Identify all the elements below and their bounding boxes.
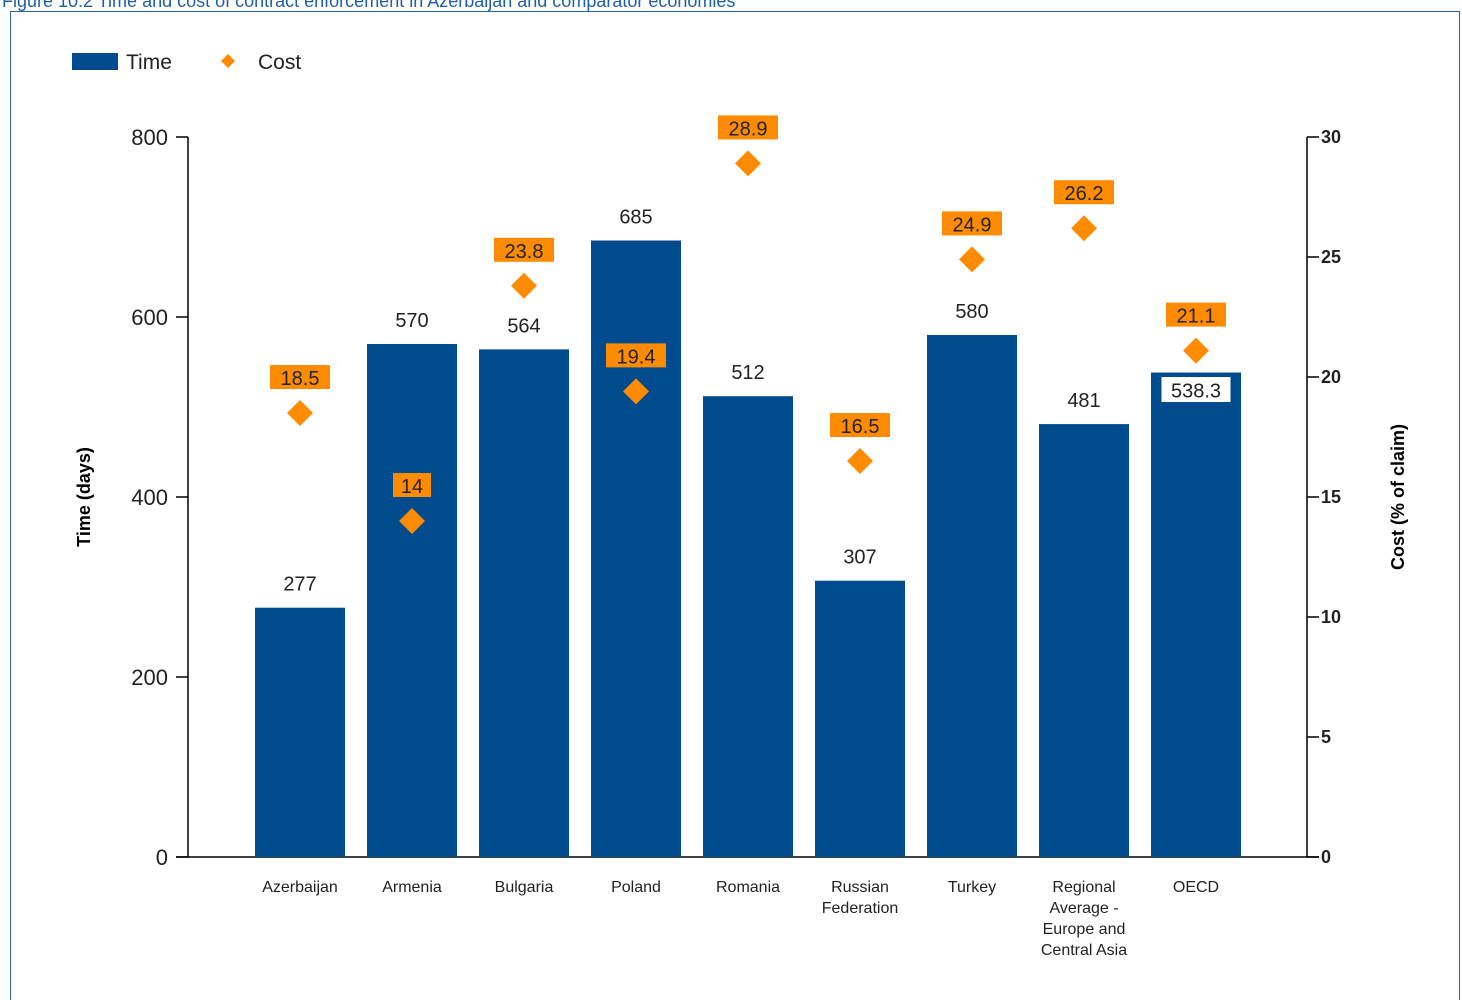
cost-marker (399, 508, 425, 534)
y-right-tick-label: 10 (1321, 607, 1341, 627)
y-right-tick-label: 20 (1321, 367, 1341, 387)
category-label-line: Turkey (948, 879, 996, 896)
legend-swatch-cost (221, 54, 235, 68)
cost-marker (623, 378, 649, 405)
cost-value-labels: 18.5 14 23.8 19.4 28.9 16.5 24.9 26.2 21.1 (270, 115, 1226, 498)
bar (815, 580, 905, 857)
bar (927, 335, 1017, 857)
cost-marker (735, 150, 761, 177)
y-right-tick-label: 5 (1321, 727, 1331, 747)
category-label: Regional Average - Europe and Central Asia (1041, 879, 1127, 959)
cost-value-label-box (494, 237, 554, 262)
category-label-line: Azerbaijan (262, 879, 338, 896)
category-label-line: Average - (1049, 900, 1118, 917)
category-label-line: Romania (716, 879, 780, 896)
bar-value-label: 512 (731, 362, 764, 384)
y-tick-label: 600 (131, 305, 168, 330)
category-label: Romania (716, 879, 780, 896)
cost-value-label: 24.9 (953, 214, 992, 236)
category-label: Poland (611, 879, 661, 896)
axes: 0 200 400 600 800 0 5 10 15 20 25 30 Time (days) Cost… (74, 125, 1408, 870)
category-label-line: Bulgaria (495, 879, 554, 896)
bar (479, 349, 569, 857)
y-tick-label: 400 (131, 485, 168, 510)
y-right-axis-title: Cost (% of claim) (1388, 424, 1408, 570)
category-label-line: Europe and (1043, 921, 1126, 938)
cost-markers (287, 150, 1209, 534)
cost-value-label-box (1054, 180, 1114, 205)
cost-value-label: 18.5 (281, 368, 320, 390)
y-right-tick-label: 0 (1321, 847, 1331, 867)
bar-value-labels: 277 570 564 685 512 307 580 481 538.3 (283, 207, 1232, 596)
y-right-tick-label: 15 (1321, 487, 1341, 507)
cost-value-label: 23.8 (505, 241, 544, 263)
cost-value-label-box (830, 413, 890, 437)
category-labels: Azerbaijan Armenia Bulgaria Poland Romania Ru… (262, 879, 1219, 959)
bars (255, 240, 1241, 857)
cost-marker (847, 448, 873, 474)
bar-value-label: 538.3 (1171, 381, 1221, 403)
category-label-line: OECD (1173, 879, 1219, 896)
legend: Time Cost (72, 51, 301, 74)
category-label-line: Central Asia (1041, 942, 1127, 959)
figure-frame (10, 11, 1460, 1000)
cost-value-label: 14 (401, 476, 423, 498)
cost-value-label-box (942, 211, 1002, 236)
y-tick-label: 200 (131, 665, 168, 690)
cost-value-label-box (1166, 302, 1226, 327)
cost-value-label: 16.5 (841, 416, 880, 438)
cost-value-label: 19.4 (617, 346, 656, 368)
cost-value-label-box (393, 473, 431, 497)
category-label: OECD (1173, 879, 1219, 896)
cost-value-label-box (718, 115, 778, 140)
legend-label-cost: Cost (258, 51, 301, 74)
y-right-tick-label: 30 (1321, 127, 1341, 147)
bar-value-label-box (1160, 376, 1232, 404)
cost-value-label: 21.1 (1177, 306, 1216, 328)
legend-swatch-time (72, 53, 118, 70)
bar (255, 607, 345, 857)
y-axis-title: Time (days) (74, 447, 94, 547)
category-label-line: Armenia (382, 879, 442, 896)
category-label-line: Regional (1052, 879, 1115, 896)
figure-title: Figure 10.2 Time and cost of contract en… (2, 0, 736, 11)
category-label-line: Federation (822, 900, 899, 917)
legend-label-time: Time (126, 51, 172, 74)
category-label-line: Russian (831, 879, 889, 896)
bar (703, 396, 793, 857)
cost-value-label-box (606, 343, 666, 368)
bar (1151, 372, 1241, 857)
bar-value-label: 570 (395, 310, 428, 332)
category-label: Russian Federation (822, 879, 899, 917)
cost-marker (1071, 215, 1097, 242)
cost-marker (1183, 337, 1209, 364)
cost-value-label-box (270, 365, 330, 389)
category-label-line: Poland (611, 879, 661, 896)
cost-marker (511, 272, 537, 299)
bar-value-label: 481 (1067, 390, 1100, 412)
y-right-tick-label: 25 (1321, 247, 1341, 267)
bar (367, 344, 457, 857)
category-label: Azerbaijan (262, 879, 338, 896)
category-label: Turkey (948, 879, 996, 896)
bar-value-label: 564 (507, 315, 540, 337)
bar (1039, 424, 1129, 857)
bar-value-label: 307 (843, 547, 876, 569)
bar-value-label: 277 (283, 574, 316, 596)
bar-value-label: 580 (955, 301, 988, 323)
cost-marker (959, 246, 985, 273)
category-label: Armenia (382, 879, 442, 896)
y-tick-label: 800 (131, 125, 168, 150)
bar-value-label: 685 (619, 207, 652, 229)
bar (591, 240, 681, 857)
category-label: Bulgaria (495, 879, 554, 896)
cost-value-label: 28.9 (729, 118, 768, 140)
cost-marker (287, 400, 313, 426)
y-tick-label: 0 (156, 845, 168, 870)
cost-value-label: 26.2 (1065, 183, 1104, 205)
